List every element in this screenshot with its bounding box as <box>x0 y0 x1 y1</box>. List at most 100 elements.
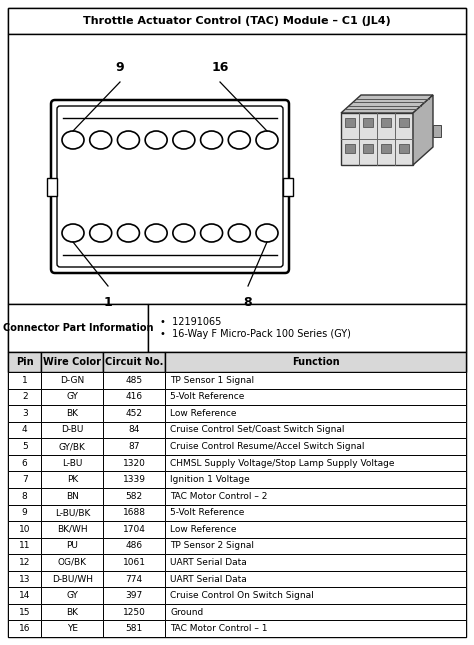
Bar <box>103 352 165 372</box>
Bar <box>165 504 466 521</box>
Text: CHMSL Supply Voltage/Stop Lamp Supply Voltage: CHMSL Supply Voltage/Stop Lamp Supply Vo… <box>170 459 394 468</box>
Ellipse shape <box>173 224 195 242</box>
Text: 84: 84 <box>128 426 140 435</box>
Bar <box>165 604 466 620</box>
Bar <box>8 538 41 554</box>
Text: 582: 582 <box>126 491 143 501</box>
Bar <box>41 521 103 538</box>
Text: L-BU: L-BU <box>62 459 82 468</box>
Polygon shape <box>341 95 433 113</box>
Text: 4: 4 <box>22 426 27 435</box>
Text: 9: 9 <box>22 508 27 517</box>
Text: BK: BK <box>66 608 78 617</box>
Bar <box>165 438 466 455</box>
Text: 8: 8 <box>244 296 252 309</box>
Bar <box>41 471 103 488</box>
Text: 5-Volt Reference: 5-Volt Reference <box>170 508 245 517</box>
Text: YE: YE <box>67 624 78 633</box>
Bar <box>103 620 165 637</box>
Bar <box>8 620 41 637</box>
Ellipse shape <box>256 131 278 149</box>
Text: •  12191065
•  16-Way F Micro-Pack 100 Series (GY): • 12191065 • 16-Way F Micro-Pack 100 Ser… <box>160 317 351 339</box>
Bar <box>8 34 466 304</box>
Ellipse shape <box>90 131 112 149</box>
Text: 397: 397 <box>126 591 143 600</box>
Bar <box>41 504 103 521</box>
Text: 16: 16 <box>19 624 30 633</box>
Text: 9: 9 <box>116 61 124 74</box>
Ellipse shape <box>145 131 167 149</box>
Bar <box>8 604 41 620</box>
Bar <box>41 571 103 588</box>
Bar <box>8 521 41 538</box>
Text: 12: 12 <box>19 558 30 567</box>
Bar <box>165 521 466 538</box>
Text: 1688: 1688 <box>123 508 146 517</box>
Bar <box>41 620 103 637</box>
Bar <box>41 604 103 620</box>
Bar <box>165 571 466 588</box>
Bar <box>41 588 103 604</box>
Ellipse shape <box>256 224 278 242</box>
Bar <box>399 117 409 126</box>
Text: D-GN: D-GN <box>60 376 84 385</box>
Ellipse shape <box>62 131 84 149</box>
Bar <box>165 488 466 504</box>
Bar <box>8 504 41 521</box>
Text: Circuit No.: Circuit No. <box>105 357 164 367</box>
Ellipse shape <box>228 224 250 242</box>
Bar <box>103 521 165 538</box>
Bar <box>8 571 41 588</box>
Text: 1061: 1061 <box>123 558 146 567</box>
Ellipse shape <box>62 224 84 242</box>
Bar <box>8 352 41 372</box>
Bar <box>8 388 41 405</box>
Bar <box>363 117 373 126</box>
Text: Low Reference: Low Reference <box>170 409 237 418</box>
Text: Cruise Control Set/Coast Switch Signal: Cruise Control Set/Coast Switch Signal <box>170 426 345 435</box>
Text: 13: 13 <box>19 575 30 584</box>
Text: 11: 11 <box>19 541 30 550</box>
Text: Ignition 1 Voltage: Ignition 1 Voltage <box>170 475 250 484</box>
Ellipse shape <box>90 224 112 242</box>
Text: 1: 1 <box>104 296 112 309</box>
Text: Wire Color: Wire Color <box>43 357 101 367</box>
Bar <box>381 143 391 152</box>
Bar <box>148 304 466 352</box>
Text: BK/WH: BK/WH <box>57 525 88 534</box>
Bar <box>103 372 165 388</box>
Text: Low Reference: Low Reference <box>170 525 237 534</box>
Bar <box>103 538 165 554</box>
Text: Ground: Ground <box>170 608 203 617</box>
Bar <box>8 438 41 455</box>
Bar <box>8 372 41 388</box>
Bar <box>41 422 103 438</box>
Ellipse shape <box>145 224 167 242</box>
Bar <box>345 143 355 152</box>
Text: BN: BN <box>66 491 79 501</box>
Bar <box>165 471 466 488</box>
Text: Throttle Actuator Control (TAC) Module – C1 (JL4): Throttle Actuator Control (TAC) Module –… <box>83 16 391 26</box>
Text: TP Sensor 2 Signal: TP Sensor 2 Signal <box>170 541 254 550</box>
Bar <box>165 455 466 471</box>
Text: 1250: 1250 <box>123 608 146 617</box>
FancyBboxPatch shape <box>57 106 283 267</box>
Text: Cruise Control Resume/Accel Switch Signal: Cruise Control Resume/Accel Switch Signa… <box>170 442 365 451</box>
Text: UART Serial Data: UART Serial Data <box>170 575 247 584</box>
Text: 1704: 1704 <box>123 525 146 534</box>
Ellipse shape <box>118 224 139 242</box>
Bar <box>381 117 391 126</box>
Ellipse shape <box>201 224 223 242</box>
Text: TP Sensor 1 Signal: TP Sensor 1 Signal <box>170 376 254 385</box>
Text: Function: Function <box>292 357 339 367</box>
Text: 485: 485 <box>126 376 143 385</box>
Bar <box>41 352 103 372</box>
Text: 5: 5 <box>22 442 27 451</box>
Text: 3: 3 <box>22 409 27 418</box>
Text: 87: 87 <box>128 442 140 451</box>
Bar <box>165 405 466 422</box>
Text: GY/BK: GY/BK <box>59 442 86 451</box>
Bar <box>41 488 103 504</box>
Text: 6: 6 <box>22 459 27 468</box>
Bar <box>103 504 165 521</box>
